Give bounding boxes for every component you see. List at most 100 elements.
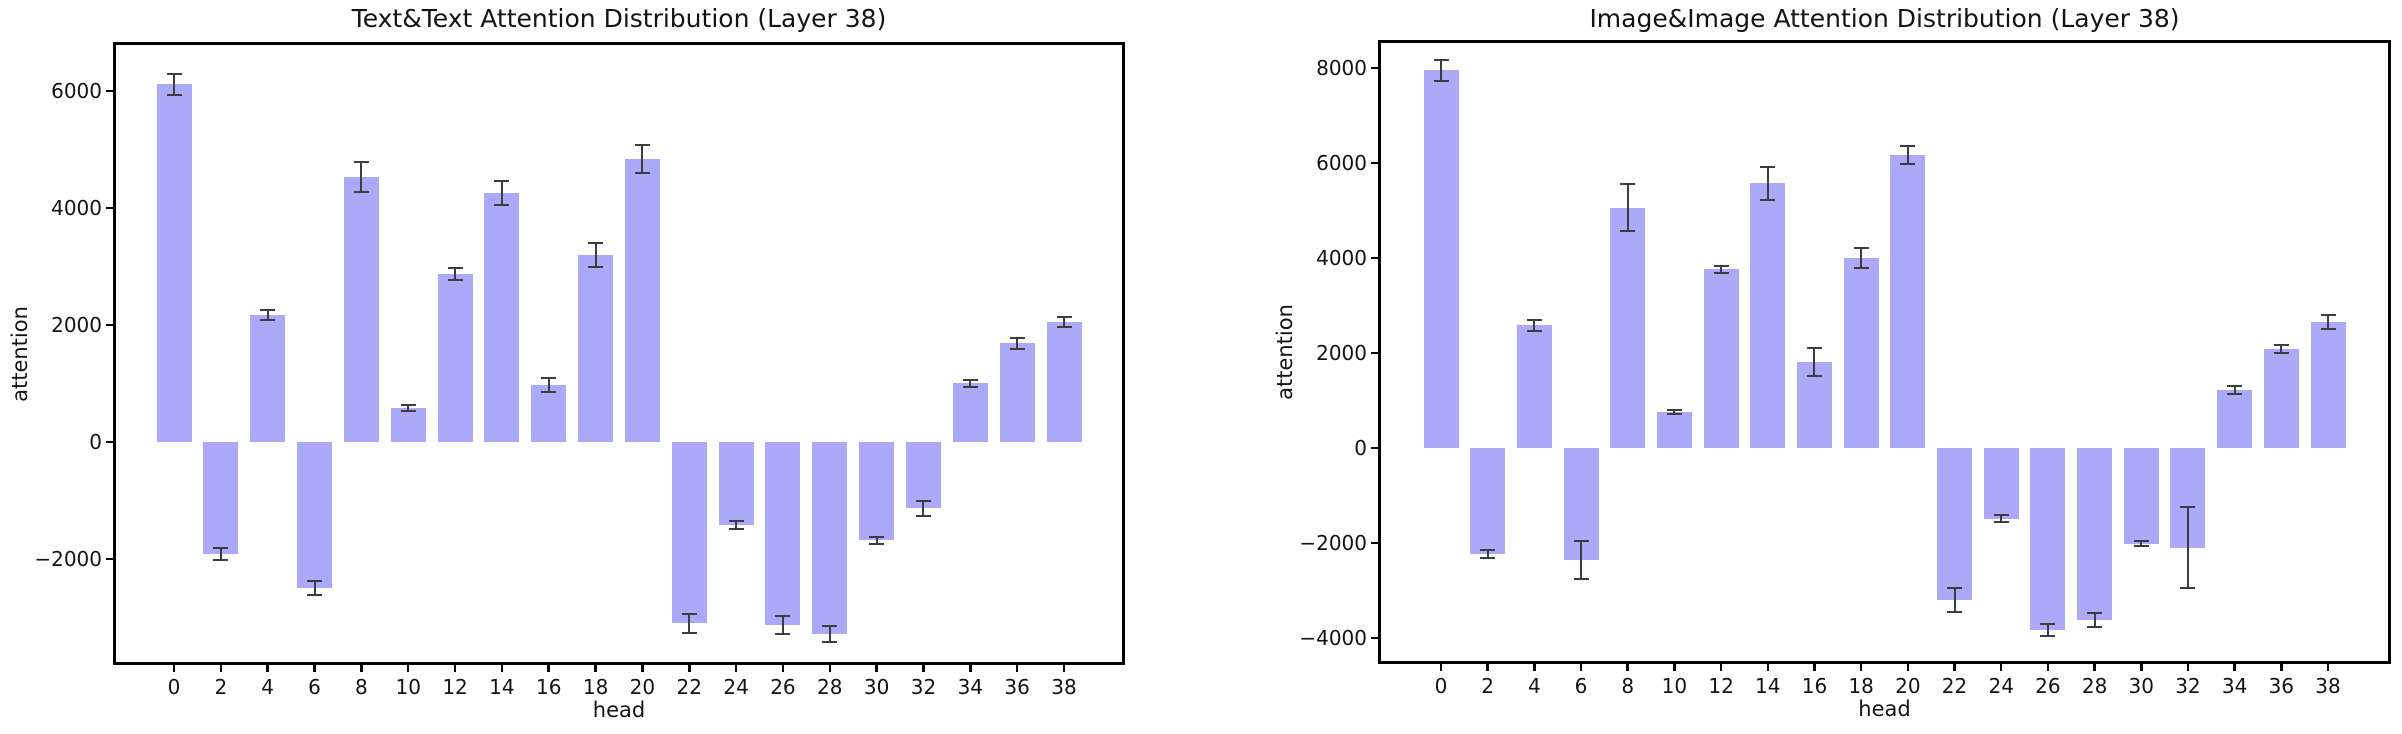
- x-tick-label: 10: [395, 675, 421, 699]
- error-bar: [1063, 316, 1065, 328]
- error-bar-cap: [447, 279, 463, 282]
- error-bar-cap: [2087, 612, 2103, 615]
- error-bar-cap: [1993, 521, 2009, 524]
- x-tick-mark: [2093, 664, 2096, 671]
- error-bar-cap: [869, 542, 885, 545]
- chart-image-image-attention: Image&Image Attention Distribution (Laye…: [1201, 0, 2402, 734]
- error-bar-cap: [1713, 264, 1729, 267]
- y-tick-label: 8000: [1316, 56, 1367, 81]
- x-tick-label: 8: [1621, 674, 1635, 698]
- error-bar-cap: [1009, 347, 1025, 350]
- error-bar-cap: [1900, 162, 1916, 165]
- error-bar: [1906, 145, 1909, 164]
- x-axis-label: head: [1858, 697, 1911, 721]
- error-bar-cap: [728, 528, 744, 531]
- x-tick-mark: [1486, 664, 1489, 671]
- error-bar-cap: [307, 594, 323, 597]
- error-bar-cap: [1760, 166, 1776, 169]
- x-tick-label: 16: [536, 675, 562, 699]
- error-bar: [500, 181, 503, 205]
- error-bar: [1486, 550, 1489, 558]
- error-bar: [594, 243, 597, 267]
- y-tick-mark: [1371, 351, 1378, 355]
- x-tick-mark: [406, 665, 410, 672]
- error-bar-cap: [1947, 587, 1963, 590]
- x-tick-mark: [266, 665, 269, 672]
- x-tick-label: 24: [1988, 674, 2014, 698]
- bar-head-34: [2217, 389, 2253, 448]
- y-tick-mark: [1371, 446, 1378, 450]
- y-tick-mark: [1371, 66, 1378, 70]
- x-tick-mark: [2233, 664, 2236, 671]
- y-tick-label: −2000: [34, 547, 102, 572]
- error-bar-cap: [1056, 315, 1072, 318]
- error-bar-cap: [1853, 247, 1869, 250]
- error-bar-cap: [2227, 384, 2243, 387]
- x-tick-label: 22: [676, 675, 702, 699]
- error-bar-cap: [2180, 505, 2196, 508]
- x-tick-mark: [2140, 664, 2143, 671]
- error-bar-cap: [1947, 611, 1963, 614]
- error-bar-cap: [1760, 198, 1776, 201]
- error-bar-cap: [915, 514, 931, 517]
- x-tick-mark: [1766, 664, 1770, 671]
- x-tick-mark: [781, 665, 785, 672]
- error-bar: [454, 268, 457, 281]
- x-tick-label: 2: [214, 675, 228, 699]
- bar-head-6: [297, 442, 333, 589]
- error-bar: [2186, 506, 2189, 589]
- error-bar: [1720, 265, 1723, 274]
- x-tick-mark: [875, 665, 878, 672]
- bar-head-22: [1937, 447, 1973, 601]
- bar-head-26: [2030, 447, 2066, 631]
- x-tick-mark: [688, 665, 691, 672]
- bar-head-36: [2263, 349, 2299, 448]
- x-tick-label: 34: [2221, 674, 2248, 698]
- x-tick-mark: [547, 665, 550, 672]
- x-tick-mark: [360, 665, 363, 672]
- error-bar-cap: [822, 624, 838, 627]
- error-bar-cap: [1620, 182, 1636, 185]
- y-tick-mark: [1371, 256, 1378, 260]
- x-tick-label: 22: [1941, 674, 1968, 698]
- y-tick-label: 6000: [1316, 150, 1367, 175]
- error-bar-cap: [2273, 343, 2289, 346]
- error-bar-cap: [213, 547, 229, 549]
- error-bar-cap: [1480, 549, 1496, 552]
- y-tick-label: 0: [89, 430, 102, 455]
- error-bar-cap: [166, 93, 182, 96]
- x-tick-label: 36: [2268, 674, 2295, 698]
- error-bar: [2280, 344, 2283, 354]
- y-tick-mark: [106, 206, 113, 210]
- error-bar-cap: [494, 180, 510, 183]
- error-bar-cap: [353, 191, 369, 194]
- error-bar-cap: [2273, 352, 2289, 355]
- error-bar: [969, 379, 972, 387]
- error-bar: [828, 625, 831, 643]
- bar-head-12: [437, 274, 473, 443]
- x-tick-mark: [828, 665, 832, 672]
- y-tick-label: −2000: [1299, 530, 1367, 555]
- x-tick-mark: [2046, 664, 2050, 671]
- error-bar-cap: [962, 385, 978, 388]
- error-bar-cap: [869, 535, 885, 538]
- error-bar-cap: [728, 520, 744, 523]
- bar-head-30: [859, 442, 895, 541]
- x-tick-mark: [453, 665, 457, 672]
- error-bar-cap: [1993, 513, 2009, 516]
- bar-head-10: [1656, 411, 1692, 448]
- error-bar: [875, 536, 878, 544]
- bar-head-4: [1516, 325, 1552, 448]
- bar-head-20: [624, 158, 660, 443]
- plot-area: [1378, 40, 2391, 664]
- error-bar-cap: [1713, 272, 1729, 275]
- error-bar: [547, 377, 550, 392]
- x-tick-mark: [922, 665, 925, 672]
- x-tick-label: 24: [723, 675, 749, 699]
- x-tick-mark: [172, 665, 176, 672]
- x-tick-mark: [1953, 664, 1956, 671]
- error-bar: [2233, 385, 2236, 395]
- x-tick-mark: [2326, 664, 2330, 671]
- error-bar-cap: [822, 641, 838, 644]
